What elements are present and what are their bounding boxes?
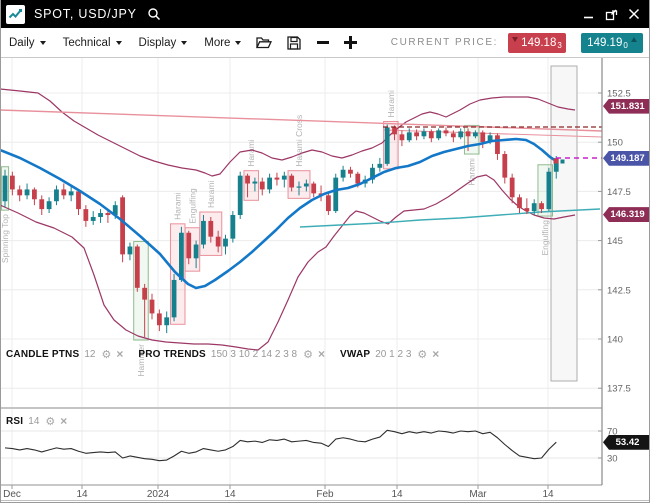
- gear-icon[interactable]: ⚙: [101, 348, 112, 361]
- remove-indicator-icon[interactable]: ×: [432, 347, 440, 361]
- svg-text:Hammer: Hammer: [136, 344, 146, 377]
- current-price-label: CURRENT PRICE:: [390, 37, 498, 48]
- indicator-legend-row: CANDLE PTNS 12 ⚙ × PRO TRENDS 150 3 10 2…: [6, 347, 454, 361]
- chevron-down-icon: [181, 41, 188, 45]
- svg-text:Harami Cross: Harami Cross: [294, 115, 304, 167]
- arrow-up-icon: [630, 37, 637, 42]
- gear-icon[interactable]: ⚙: [45, 415, 56, 428]
- svg-text:150: 150: [607, 138, 623, 149]
- upper-band-price-tag: 151.831: [603, 98, 649, 114]
- zoom-out-button[interactable]: [317, 41, 330, 44]
- svg-text:Feb: Feb: [316, 489, 334, 500]
- menu-technical[interactable]: Technical: [63, 37, 122, 49]
- menu-display[interactable]: Display: [139, 37, 188, 49]
- indicator-pro-trends-params: 150 3 10 2 14 2 3 8: [210, 348, 298, 360]
- svg-text:147.5: 147.5: [607, 187, 631, 198]
- gear-icon[interactable]: ⚙: [417, 348, 428, 361]
- svg-text:Harami: Harami: [386, 90, 396, 118]
- indicator-candle-ptns-name: CANDLE PTNS: [6, 348, 80, 360]
- rsi-value-tag: 53.42: [603, 434, 649, 450]
- menu-daily[interactable]: Daily: [9, 37, 46, 49]
- window-title: SPOT, USD/JPY: [34, 7, 137, 21]
- remove-indicator-icon[interactable]: ×: [317, 347, 325, 361]
- indicator-rsi-params: 14: [28, 415, 40, 427]
- save-icon[interactable]: [287, 35, 302, 50]
- svg-text:145: 145: [607, 236, 623, 247]
- svg-text:Harami: Harami: [246, 139, 256, 167]
- arrow-down-icon: [512, 37, 519, 42]
- indicator-vwap-name: VWAP: [339, 348, 371, 360]
- toolbar: Daily Technical Display More CURRENT PRI…: [0, 28, 650, 58]
- svg-text:Engulfing: Engulfing: [540, 220, 550, 256]
- svg-text:137.5: 137.5: [607, 384, 631, 395]
- menu-more-label: More: [204, 36, 231, 49]
- ask-price: 149.19: [587, 36, 623, 49]
- svg-text:2024: 2024: [147, 489, 170, 500]
- svg-text:14: 14: [391, 489, 403, 500]
- minimize-button[interactable]: [580, 6, 596, 22]
- popout-button[interactable]: [603, 6, 619, 22]
- svg-text:152.5: 152.5: [607, 89, 631, 100]
- svg-text:Mar: Mar: [469, 489, 487, 500]
- zoom-in-button[interactable]: [344, 36, 358, 49]
- open-folder-icon[interactable]: [256, 36, 273, 49]
- svg-text:Spinning Top: Spinning Top: [0, 214, 10, 263]
- menu-daily-label: Daily: [9, 36, 35, 49]
- bid-price-badge: 149.18 3: [508, 32, 566, 53]
- chevron-down-icon: [39, 41, 46, 45]
- svg-text:Harami: Harami: [173, 192, 183, 220]
- indicator-rsi-name: RSI: [6, 415, 24, 427]
- menu-technical-label: Technical: [62, 36, 111, 49]
- rsi-legend-row: RSI 14 ⚙ ×: [6, 414, 82, 428]
- title-bar: SPOT, USD/JPY: [0, 0, 650, 28]
- indicator-vwap-params: 20 1 2 3: [375, 348, 412, 360]
- remove-indicator-icon[interactable]: ×: [60, 414, 68, 428]
- remove-indicator-icon[interactable]: ×: [116, 347, 124, 361]
- app-logo-icon: [6, 4, 25, 24]
- indicator-candle-ptns-params: 12: [84, 348, 96, 360]
- svg-text:14: 14: [224, 489, 236, 500]
- ask-price-badge: 149.19 0: [581, 32, 643, 53]
- svg-text:Harami: Harami: [206, 181, 216, 209]
- menu-display-label: Display: [138, 36, 177, 49]
- svg-text:140: 140: [607, 335, 623, 346]
- search-icon[interactable]: [147, 7, 161, 21]
- svg-text:Engulfing: Engulfing: [187, 188, 197, 224]
- chevron-down-icon: [235, 41, 242, 45]
- svg-text:14: 14: [542, 489, 554, 500]
- svg-text:142.5: 142.5: [607, 285, 631, 296]
- svg-text:Dec: Dec: [3, 489, 21, 500]
- close-button[interactable]: [626, 6, 642, 22]
- bid-price: 149.18: [521, 36, 557, 49]
- svg-text:14: 14: [76, 489, 88, 500]
- indicator-pro-trends-name: PRO TRENDS: [138, 348, 206, 360]
- ask-price-pip: 0: [623, 40, 628, 50]
- svg-text:70: 70: [607, 427, 618, 438]
- current-price-tag: 149.187: [603, 150, 649, 166]
- svg-text:30: 30: [607, 454, 618, 465]
- svg-text:Harami: Harami: [467, 158, 477, 186]
- gear-icon[interactable]: ⚙: [303, 348, 313, 361]
- lower-band-price-tag: 146.319: [603, 207, 649, 223]
- bid-price-pip: 3: [557, 40, 562, 50]
- menu-more[interactable]: More: [204, 36, 242, 49]
- chevron-down-icon: [115, 41, 122, 45]
